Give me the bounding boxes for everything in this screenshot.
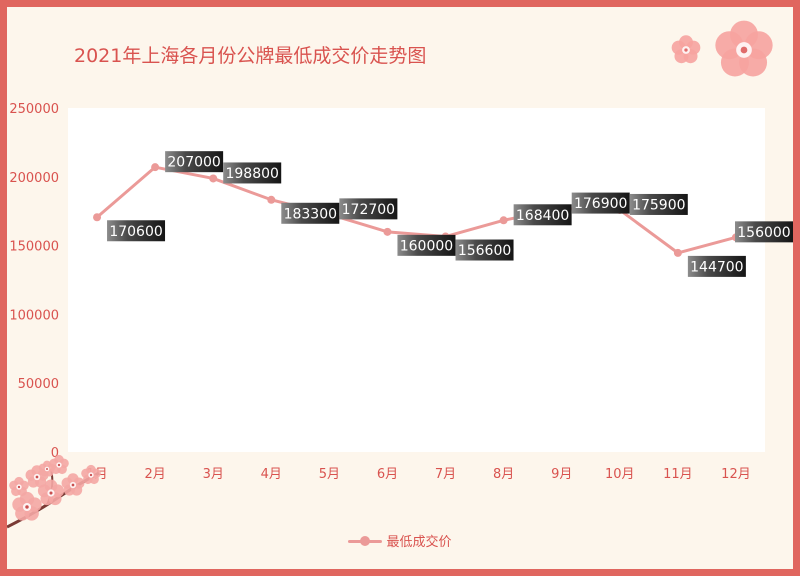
data-label-bg (571, 192, 630, 214)
data-point[interactable] (267, 195, 276, 204)
data-label-text: 176900 (574, 196, 627, 212)
series-line (96, 165, 737, 255)
data-label: 183300 (281, 202, 340, 224)
data-label: 144700 (687, 255, 746, 277)
data-label: 172700 (339, 198, 398, 220)
legend-line-marker (348, 535, 383, 547)
y-tick-label: 100000 (9, 308, 59, 323)
data-label-text: 144700 (690, 259, 743, 275)
x-tick-label: 12月 (721, 467, 751, 482)
data-label-text: 175900 (632, 197, 685, 213)
data-label-text: 156600 (458, 243, 511, 259)
x-tick-label: 9月 (551, 467, 572, 482)
x-tick-label: 8月 (493, 467, 514, 482)
data-label-bg (165, 151, 224, 173)
blossom-branch-bottom-left (7, 454, 101, 529)
x-tick-label: 7月 (435, 467, 456, 482)
legend-label: 最低成交价 (386, 535, 452, 550)
data-point[interactable] (209, 174, 218, 183)
data-point[interactable] (151, 163, 160, 172)
y-tick-label: 200000 (9, 171, 59, 186)
x-tick-label: 10月 (605, 467, 635, 482)
data-label-bg (629, 193, 688, 215)
blossom-decoration-top-right (671, 20, 773, 77)
data-label: 170600 (107, 220, 166, 242)
x-tick-label: 11月 (663, 467, 693, 482)
y-tick-label: 250000 (9, 102, 59, 117)
x-tick-label: 5月 (319, 467, 340, 482)
data-label: 198800 (223, 162, 282, 184)
data-label-bg (107, 220, 166, 242)
y-tick-label: 0 (51, 446, 59, 461)
data-label-bg (513, 204, 572, 226)
data-label: 160000 (397, 234, 456, 256)
data-label-text: 198800 (225, 166, 278, 182)
data-label-bg (455, 239, 514, 261)
data-label-bg (687, 255, 746, 277)
data-label: 175900 (629, 193, 688, 215)
data-label-text: 172700 (342, 202, 395, 218)
data-label-text: 183300 (284, 206, 337, 222)
data-point[interactable] (499, 216, 508, 225)
data-label: 156600 (455, 239, 514, 261)
x-tick-label: 3月 (203, 467, 224, 482)
y-tick-label: 50000 (18, 377, 59, 392)
chart-title: 2021年上海各月份公牌最低成交价走势图 (74, 45, 427, 67)
x-tick-label: 6月 (377, 467, 398, 482)
data-point[interactable] (383, 227, 392, 236)
data-label-text: 168400 (516, 208, 569, 224)
chart-svg: 0500001000001500002000002500001月2月3月4月5月… (7, 20, 793, 529)
legend[interactable]: 最低成交价 (7, 531, 793, 550)
data-label: 168400 (513, 204, 572, 226)
y-tick-label: 150000 (9, 240, 59, 255)
data-label-text: 156000 (737, 225, 790, 241)
data-label-text: 207000 (167, 155, 220, 171)
data-label: 156000 (735, 221, 793, 243)
x-tick-label: 4月 (261, 467, 282, 482)
data-label-text: 170600 (109, 224, 162, 240)
data-label-bg (339, 198, 398, 220)
data-point[interactable] (93, 213, 102, 222)
x-tick-label: 2月 (144, 467, 165, 482)
data-point[interactable] (673, 248, 682, 257)
data-label-bg (223, 162, 282, 184)
data-label-bg (735, 221, 793, 243)
data-label-text: 160000 (400, 238, 453, 254)
data-label: 176900 (571, 192, 630, 214)
data-label-bg (281, 202, 340, 224)
data-label-bg (397, 234, 456, 256)
data-label: 207000 (165, 151, 224, 173)
